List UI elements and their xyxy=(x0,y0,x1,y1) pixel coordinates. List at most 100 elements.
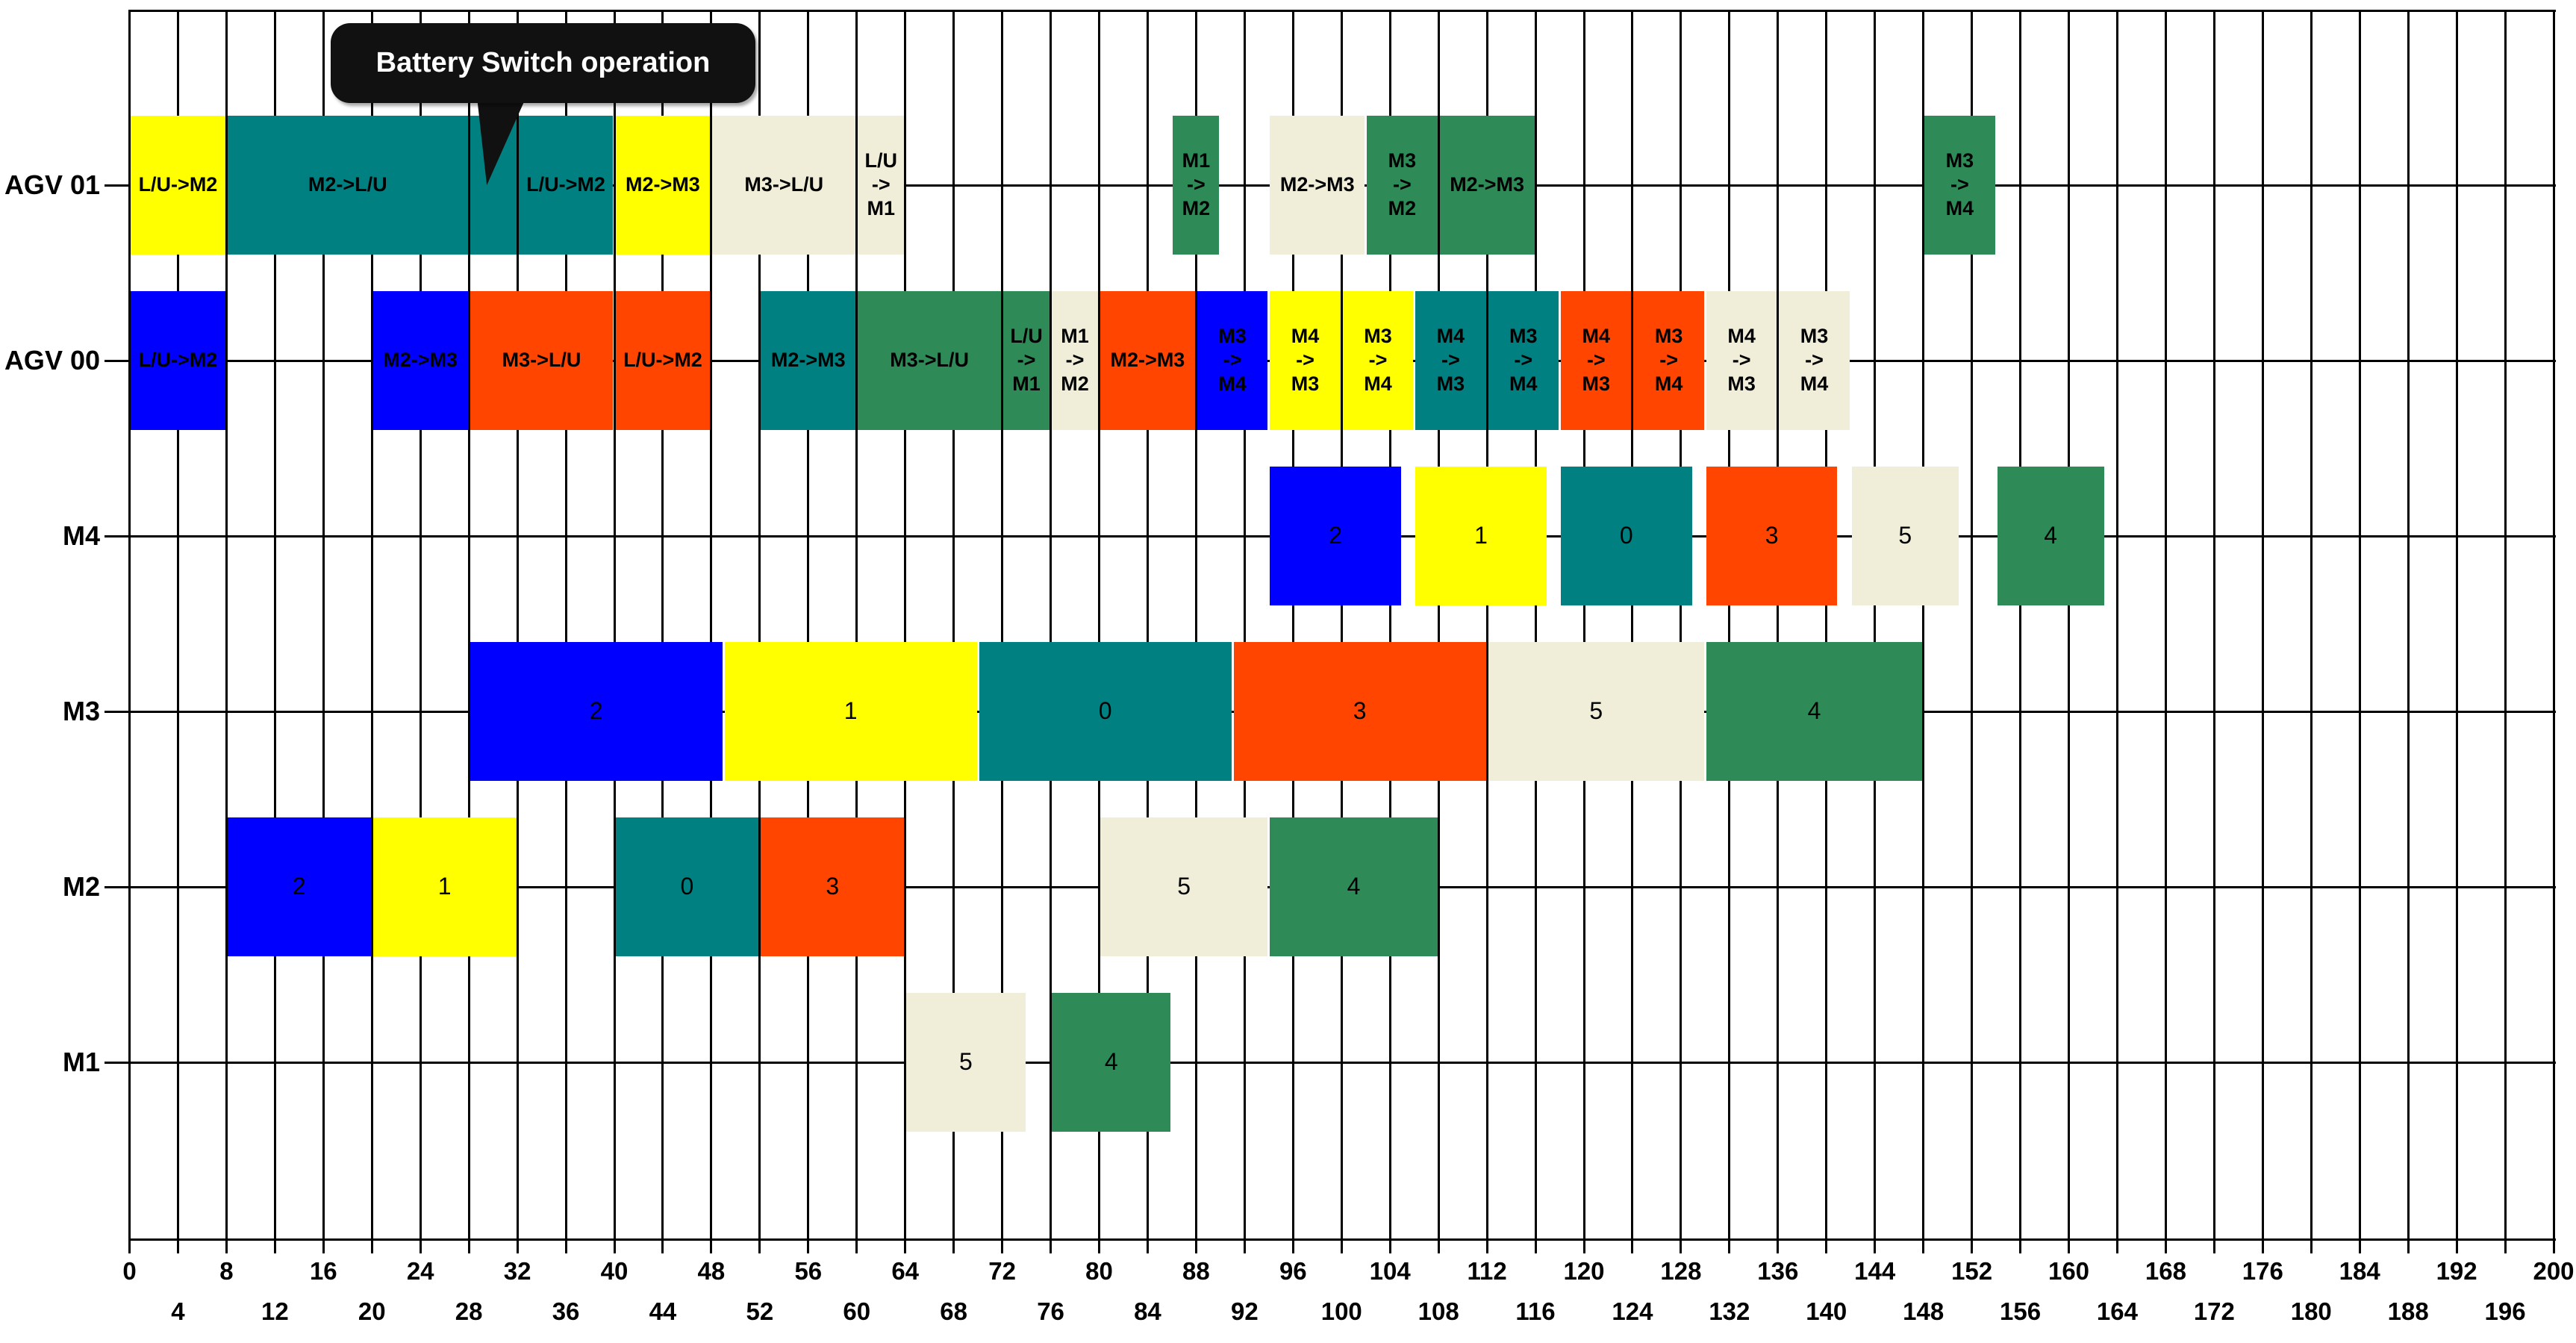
gridline xyxy=(807,10,810,1238)
x-tick-label: 192 xyxy=(2436,1257,2477,1285)
x-tick-label: 136 xyxy=(1757,1257,1799,1285)
machine-task-bar: 2 xyxy=(227,817,371,956)
machine-task-bar: 0 xyxy=(1561,467,1692,605)
gridline xyxy=(2504,10,2507,1238)
x-tick-label: 148 xyxy=(1903,1297,1945,1325)
gridline xyxy=(855,10,858,1238)
x-tick-label: 120 xyxy=(1563,1257,1605,1285)
agv-transport-bar: L/U -> M1 xyxy=(858,116,905,255)
x-tick-label: 180 xyxy=(2290,1297,2332,1325)
axis-tick xyxy=(1680,1238,1682,1253)
gridline xyxy=(1146,10,1149,1238)
axis-tick xyxy=(564,1238,567,1253)
x-tick-label: 8 xyxy=(219,1257,234,1285)
gridline xyxy=(1388,10,1391,1238)
gridline xyxy=(1001,10,1004,1238)
agv-transport-bar: L/U->M2 xyxy=(131,291,225,430)
gridline xyxy=(904,10,907,1238)
axis-tick xyxy=(516,1238,519,1253)
x-tick-label: 124 xyxy=(1612,1297,1653,1325)
gridline xyxy=(2552,10,2555,1238)
agv-transport-bar: M2->M3 xyxy=(761,291,856,430)
agv-transport-bar: M2->L/U xyxy=(227,116,468,255)
x-tick-label: 56 xyxy=(794,1257,823,1285)
x-tick-label: 152 xyxy=(1951,1257,1993,1285)
gridline xyxy=(1243,10,1246,1238)
axis-tick xyxy=(1098,1238,1100,1253)
machine-task-bar: 4 xyxy=(1052,993,1171,1132)
axis-tick xyxy=(1146,1238,1149,1253)
axis-tick xyxy=(2212,1238,2215,1253)
x-tick-label: 80 xyxy=(1085,1257,1113,1285)
gridline xyxy=(2358,10,2361,1238)
axis-tick xyxy=(467,1238,470,1253)
axis-tick xyxy=(710,1238,713,1253)
agv-transport-bar: L/U -> M1 xyxy=(1003,291,1050,430)
gridline xyxy=(273,10,276,1238)
x-tick-label: 100 xyxy=(1320,1297,1362,1325)
x-tick-label: 184 xyxy=(2339,1257,2380,1285)
x-tick-label: 64 xyxy=(891,1257,920,1285)
machine-task-bar: 5 xyxy=(1488,642,1704,781)
x-tick-label: 12 xyxy=(261,1297,289,1325)
gridline xyxy=(1728,10,1731,1238)
axis-tick xyxy=(322,1238,325,1253)
x-tick-label: 116 xyxy=(1515,1297,1556,1325)
gridline xyxy=(2068,10,2070,1238)
x-tick-label: 144 xyxy=(1854,1257,1896,1285)
axis-tick xyxy=(1971,1238,1974,1253)
axis-tick xyxy=(1340,1238,1343,1253)
x-tick-label: 76 xyxy=(1037,1297,1064,1325)
gridline xyxy=(1291,10,1294,1238)
x-tick-label: 188 xyxy=(2387,1297,2429,1325)
gridline xyxy=(2115,10,2118,1238)
gridline xyxy=(322,10,325,1238)
axis-tick xyxy=(176,1238,179,1253)
machine-task-bar: 2 xyxy=(1270,467,1401,605)
agv-transport-bar: M3->L/U xyxy=(858,291,1002,430)
agv-transport-bar: M1 -> M2 xyxy=(1052,291,1098,430)
machine-task-bar: 4 xyxy=(1270,817,1438,956)
row-label-agv-01: AGV 01 xyxy=(4,169,100,200)
agv-transport-bar: M3 -> M4 xyxy=(1342,291,1414,430)
axis-tick xyxy=(1874,1238,1877,1253)
x-tick-label: 168 xyxy=(2145,1257,2186,1285)
row-label-agv-00: AGV 00 xyxy=(4,345,100,376)
row-label-m2: M2 xyxy=(62,871,100,902)
gridline xyxy=(613,10,616,1238)
agv-transport-bar: M2->M3 xyxy=(1100,291,1195,430)
callout-battery-switch: Battery Switch operation xyxy=(331,23,755,103)
row-baseline xyxy=(105,1061,2556,1064)
machine-task-bar: 3 xyxy=(761,817,905,956)
gridline xyxy=(2407,10,2410,1238)
row-label-m4: M4 xyxy=(62,520,100,551)
gridline xyxy=(225,10,228,1238)
agv-transport-bar: M2->M3 xyxy=(372,291,468,430)
x-tick-label: 176 xyxy=(2242,1257,2283,1285)
agv-transport-bar: M4 -> M3 xyxy=(1270,291,1341,430)
axis-tick xyxy=(807,1238,810,1253)
axis-tick xyxy=(1534,1238,1537,1253)
x-tick-label: 28 xyxy=(455,1297,483,1325)
agv-transport-bar: M3 -> M4 xyxy=(1488,291,1559,430)
x-tick-label: 96 xyxy=(1279,1257,1307,1285)
gridline xyxy=(564,10,567,1238)
gridline xyxy=(2455,10,2458,1238)
x-tick-label: 132 xyxy=(1709,1297,1750,1325)
machine-task-bar: 0 xyxy=(615,817,759,956)
agv-transport-bar: M4 -> M3 xyxy=(1415,291,1486,430)
axis-tick xyxy=(1050,1238,1052,1253)
agv-transport-bar: M3->L/U xyxy=(712,116,856,255)
axis-tick xyxy=(1582,1238,1585,1253)
gridline xyxy=(1194,10,1197,1238)
gridline xyxy=(1922,10,1925,1238)
row-label-m3: M3 xyxy=(62,696,100,726)
x-tick-label: 52 xyxy=(746,1297,774,1325)
agv-transport-bar: L/U->M2 xyxy=(131,116,225,255)
axis-tick xyxy=(370,1238,373,1253)
agv-transport-bar: M3 -> M2 xyxy=(1367,116,1438,255)
plot-top-border xyxy=(129,10,2556,12)
gridline xyxy=(128,10,131,1238)
gridline xyxy=(2212,10,2215,1238)
